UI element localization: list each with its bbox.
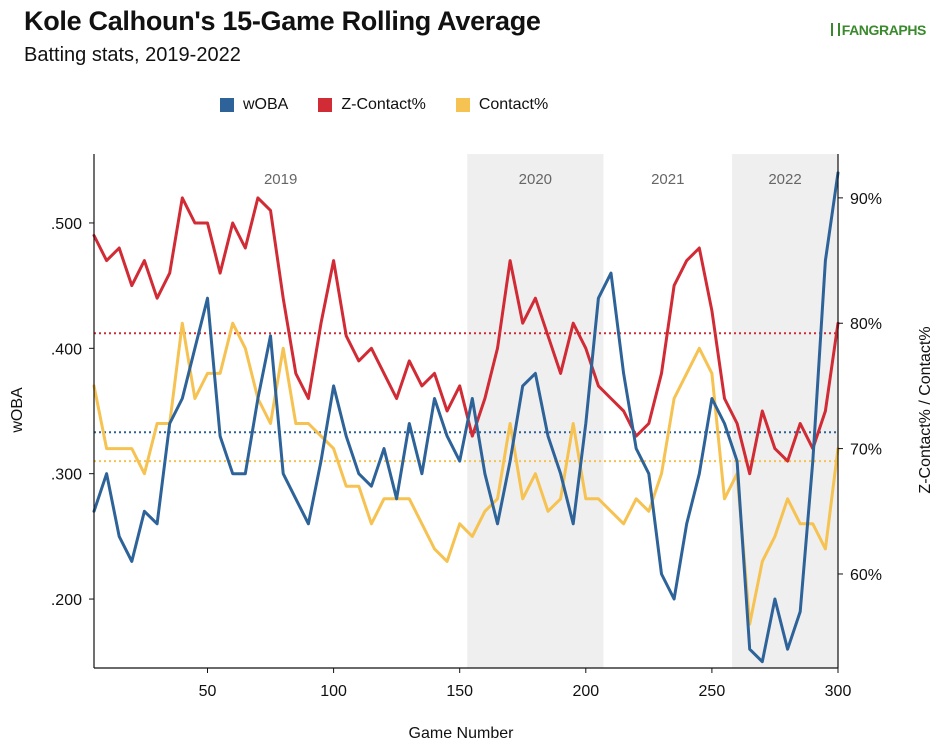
x-tick-label: 200 bbox=[572, 683, 599, 700]
season-label-2020: 2020 bbox=[519, 171, 552, 188]
y-left-tick-label: .400 bbox=[51, 341, 82, 358]
chart-title: Kole Calhoun's 15-Game Rolling Average bbox=[24, 6, 541, 36]
y-left-tick-label: .500 bbox=[51, 216, 82, 233]
season-label-2021: 2021 bbox=[651, 171, 684, 188]
legend-label-contact: Contact% bbox=[478, 96, 549, 113]
y-left-tick-label: .300 bbox=[51, 467, 82, 484]
x-tick-label: 150 bbox=[446, 683, 473, 700]
series-line-woba bbox=[92, 171, 840, 664]
series-line-contact- bbox=[92, 321, 840, 626]
tick-labels: 50 100 150 200 250 300 .200 .300 .400 .500 60% 70% 8… bbox=[51, 191, 882, 700]
legend-label-z-contact: Z-Contact% bbox=[341, 96, 426, 113]
fangraphs-logo: FANGRAPHS bbox=[830, 22, 927, 38]
chart-legend: wOBA Z-Contact% Contact% bbox=[220, 96, 548, 114]
x-tick-label: 100 bbox=[320, 683, 347, 700]
axes bbox=[93, 154, 839, 669]
chart-subtitle: Batting stats, 2019-2022 bbox=[24, 44, 241, 66]
x-tick-label: 300 bbox=[825, 683, 852, 700]
x-axis-title: Game Number bbox=[409, 725, 515, 742]
season-band-2022 bbox=[732, 154, 838, 668]
legend-item-contact: Contact% bbox=[455, 96, 549, 114]
y-right-tick-label: 60% bbox=[850, 567, 882, 584]
y-right-tick-label: 90% bbox=[850, 191, 882, 208]
legend-swatch-woba bbox=[220, 98, 234, 112]
series-line-z-contact- bbox=[92, 196, 840, 476]
y-left-tick-label: .200 bbox=[51, 592, 82, 609]
logo-mark-icon bbox=[830, 23, 840, 36]
series-lines bbox=[92, 171, 840, 664]
y-right-tick-label: 80% bbox=[850, 316, 882, 333]
season-band-2020 bbox=[467, 154, 604, 668]
legend-item-z-contact: Z-Contact% bbox=[318, 96, 426, 114]
season-label-2022: 2022 bbox=[768, 171, 801, 188]
y-axis-title-left: wOBA bbox=[9, 387, 26, 434]
reference-lines bbox=[94, 332, 838, 463]
x-tick-label: 250 bbox=[699, 683, 726, 700]
legend-item-woba: wOBA bbox=[220, 96, 288, 114]
y-axis-title-right: Z-Contact% / Contact% bbox=[917, 326, 934, 493]
legend-swatch-contact bbox=[455, 98, 470, 112]
y-right-tick-label: 70% bbox=[850, 442, 882, 459]
season-bands: 2019 2020 2021 2022 bbox=[264, 154, 838, 668]
legend-swatch-z-contact bbox=[318, 98, 333, 112]
season-label-2019: 2019 bbox=[264, 171, 297, 188]
logo-text: FANGRAPHS bbox=[841, 22, 927, 38]
legend-label-woba: wOBA bbox=[243, 96, 289, 113]
x-tick-label: 50 bbox=[199, 683, 217, 700]
